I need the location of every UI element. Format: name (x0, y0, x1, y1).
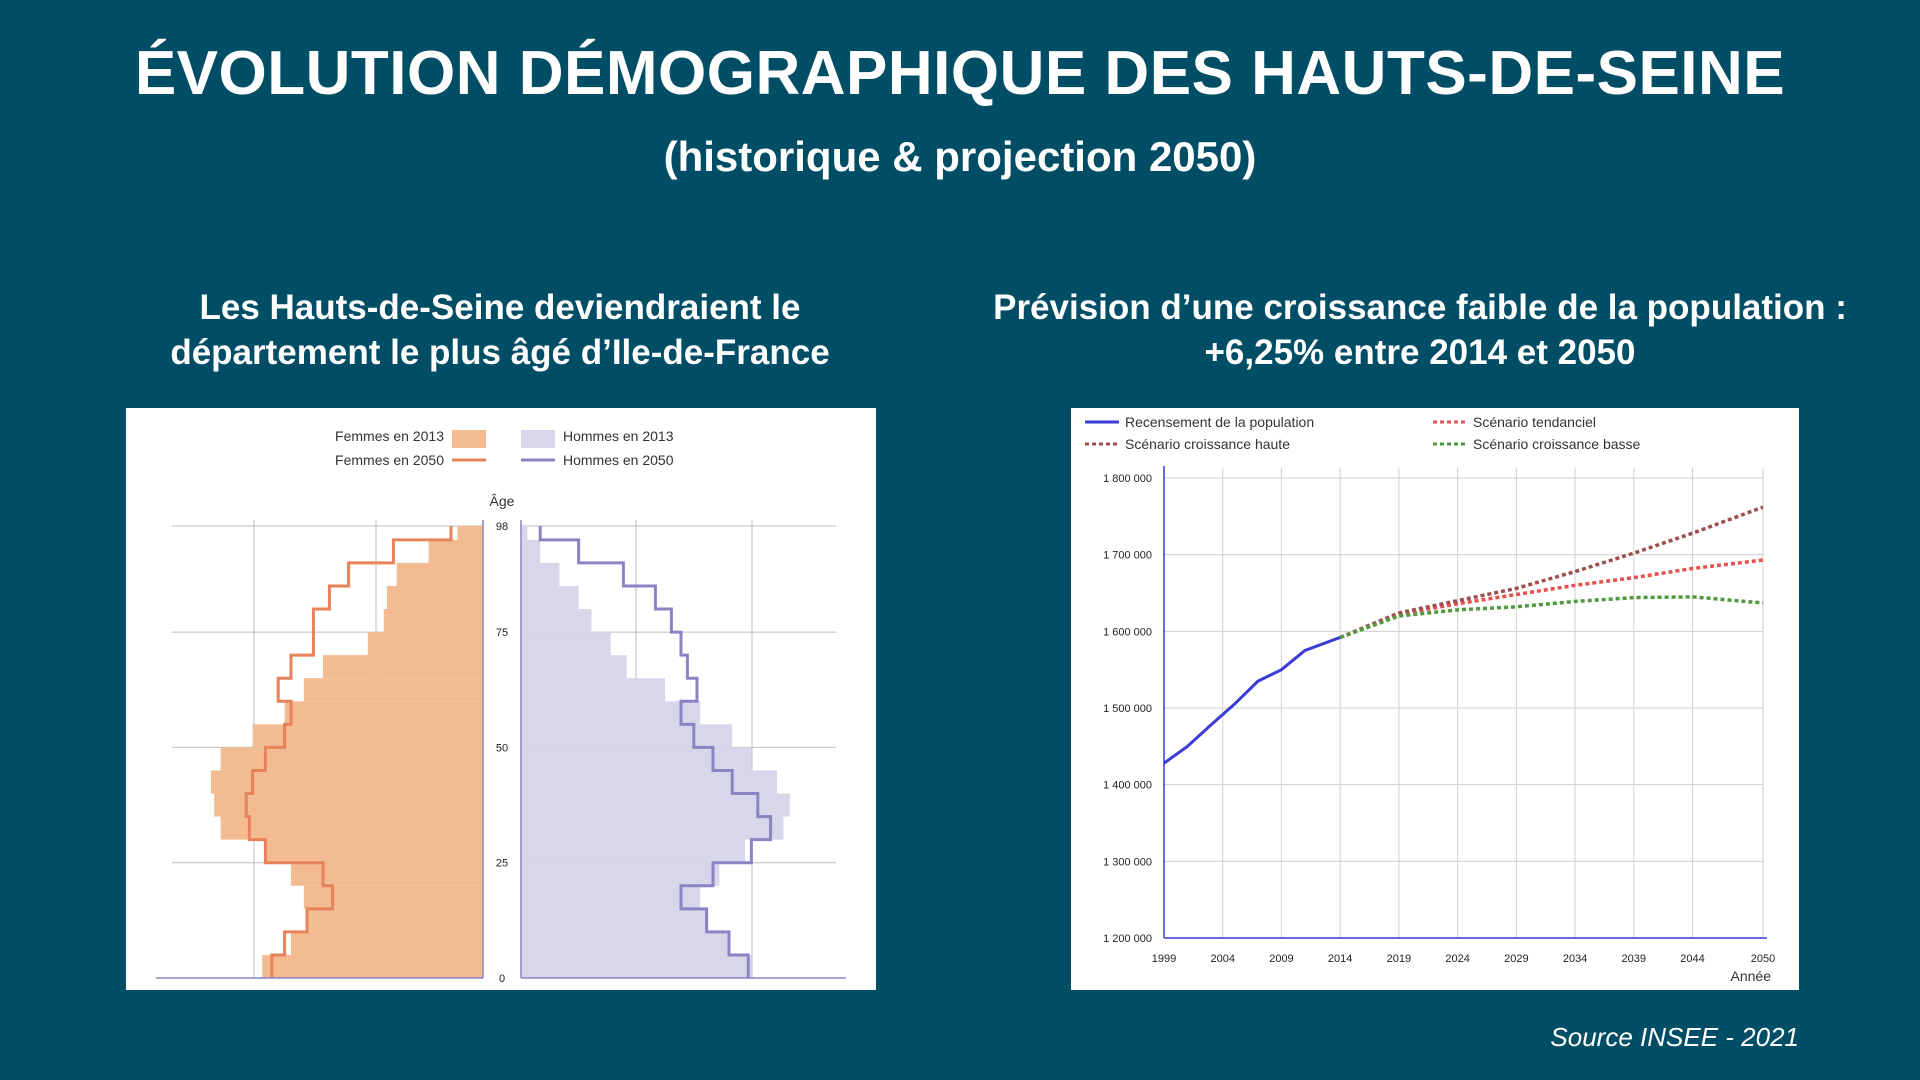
left-heading-line2: département le plus âgé d’Ile-de-France (170, 333, 830, 372)
x-tick-label: 2009 (1269, 953, 1293, 965)
bar-hommes-2013 (521, 609, 592, 633)
age-axis-label: Âge (490, 493, 515, 509)
population-pyramid-svg: 98 75 50 25 0 Âge Femmes en 2013 Hommes en 2013… (156, 428, 846, 985)
bar-hommes-2013 (521, 632, 611, 656)
y-tick-label: 1 800 000 (1103, 473, 1152, 485)
legend-label: Scénario croissance basse (1473, 436, 1641, 452)
bar-hommes-2013 (521, 655, 627, 679)
x-tick-label: 2050 (1751, 953, 1775, 965)
bar-femmes-2013 (387, 585, 483, 610)
bar-femmes-2013 (457, 526, 483, 540)
bar-femmes-2013 (220, 816, 483, 840)
x-tick-label: 2004 (1210, 953, 1234, 965)
bar-hommes-2013 (521, 839, 745, 863)
bar-hommes-2013 (521, 770, 777, 794)
bar-hommes-2013 (521, 724, 733, 748)
page-subtitle: (historique & projection 2050) (663, 133, 1257, 180)
bar-femmes-2013 (396, 562, 483, 586)
bar-hommes-2013 (521, 701, 701, 725)
y-tick-label: 1 200 000 (1103, 933, 1152, 945)
page-title: ÉVOLUTION DÉMOGRAPHIQUE DES HAUTS-DE-SEI… (134, 39, 1786, 108)
legend-label: Scénario tendanciel (1473, 414, 1596, 430)
series-line-basse (1339, 595, 1764, 640)
bar-femmes-2013 (284, 701, 483, 725)
bar-femmes-2013 (367, 632, 483, 656)
age-tick-label: 25 (496, 858, 508, 870)
bar-femmes-2013 (303, 678, 483, 702)
x-tick-label: 2024 (1445, 953, 1469, 965)
bar-femmes-2013 (291, 862, 483, 886)
bar-hommes-2013 (521, 526, 528, 540)
bar-hommes-2013 (521, 908, 707, 932)
bar-femmes-2013 (307, 908, 483, 932)
age-tick-label: 50 (496, 742, 508, 754)
x-tick-label: 2034 (1563, 953, 1587, 965)
y-tick-label: 1 300 000 (1103, 856, 1152, 868)
bar-femmes-2013 (323, 655, 483, 679)
bar-femmes-2013 (211, 770, 483, 794)
population-line-chart: 1 200 000 1 300 000 1 400 000 1 500 000 1 60… (1071, 408, 1799, 990)
source-note: Source INSEE - 2021 (1550, 1022, 1799, 1052)
legend-label: Femmes en 2050 (335, 452, 444, 468)
bar-hommes-2013 (521, 862, 720, 886)
population-pyramid-chart: 98 75 50 25 0 Âge Femmes en 2013 Hommes en 2013… (126, 408, 876, 990)
line-femmes-2050 (244, 526, 453, 978)
line-hommes-2050 (538, 526, 773, 978)
x-tick-label: 1999 (1152, 953, 1176, 965)
y-tick-label: 1 700 000 (1103, 550, 1152, 562)
series-line-tendanciel (1339, 558, 1764, 640)
y-tick-label: 1 500 000 (1103, 703, 1152, 715)
bar-femmes-2013 (220, 747, 483, 771)
x-tick-label: 2029 (1504, 953, 1528, 965)
x-tick-label: 2039 (1622, 953, 1646, 965)
y-tick-label: 1 400 000 (1103, 780, 1152, 792)
population-line-svg: 1 200 000 1 300 000 1 400 000 1 500 000 1 60… (1085, 414, 1775, 984)
right-heading-line1: Prévision d’une croissance faible de la … (993, 288, 1847, 327)
right-panel-heading: Prévision d’une croissance faible de la … (960, 285, 1880, 375)
legend-label: Recensement de la population (1125, 414, 1314, 430)
bar-femmes-2013 (428, 539, 483, 563)
bar-hommes-2013 (521, 539, 541, 563)
series-line-recensement (1163, 636, 1341, 765)
x-tick-label: 2019 (1387, 953, 1411, 965)
right-heading-line2: +6,25% entre 2014 et 2050 (1204, 333, 1636, 372)
x-tick-label: 2014 (1328, 953, 1352, 965)
legend-label: Femmes en 2013 (335, 428, 444, 444)
bar-hommes-2013 (521, 931, 729, 955)
left-panel-heading: Les Hauts-de-Seine deviendraient le dépa… (100, 285, 900, 375)
legend-swatch (521, 430, 555, 448)
legend-label: Hommes en 2050 (563, 452, 674, 468)
left-heading-line1: Les Hauts-de-Seine deviendraient le (199, 288, 801, 327)
bar-hommes-2013 (521, 585, 579, 610)
bar-femmes-2013 (291, 931, 483, 955)
x-tick-label: 2044 (1680, 953, 1704, 965)
legend-label: Hommes en 2013 (563, 428, 674, 444)
bar-femmes-2013 (252, 724, 483, 748)
bar-femmes-2013 (303, 885, 483, 909)
bar-hommes-2013 (521, 885, 701, 909)
bar-hommes-2013 (521, 816, 784, 840)
age-tick-label: 0 (499, 973, 505, 985)
bar-femmes-2013 (265, 839, 483, 863)
x-axis-label: Année (1731, 968, 1772, 984)
bar-femmes-2013 (383, 609, 483, 633)
bar-hommes-2013 (521, 954, 752, 978)
bar-hommes-2013 (521, 793, 790, 817)
bar-femmes-2013 (214, 793, 483, 817)
age-tick-label: 98 (496, 521, 508, 533)
bar-femmes-2013 (262, 954, 483, 978)
series-line-haute (1339, 505, 1764, 640)
legend-label: Scénario croissance haute (1125, 436, 1290, 452)
legend-swatch (452, 430, 486, 448)
bar-hommes-2013 (521, 678, 665, 702)
y-tick-label: 1 600 000 (1103, 626, 1152, 638)
bar-hommes-2013 (521, 747, 752, 771)
bar-hommes-2013 (521, 562, 560, 586)
age-tick-label: 75 (496, 627, 508, 639)
